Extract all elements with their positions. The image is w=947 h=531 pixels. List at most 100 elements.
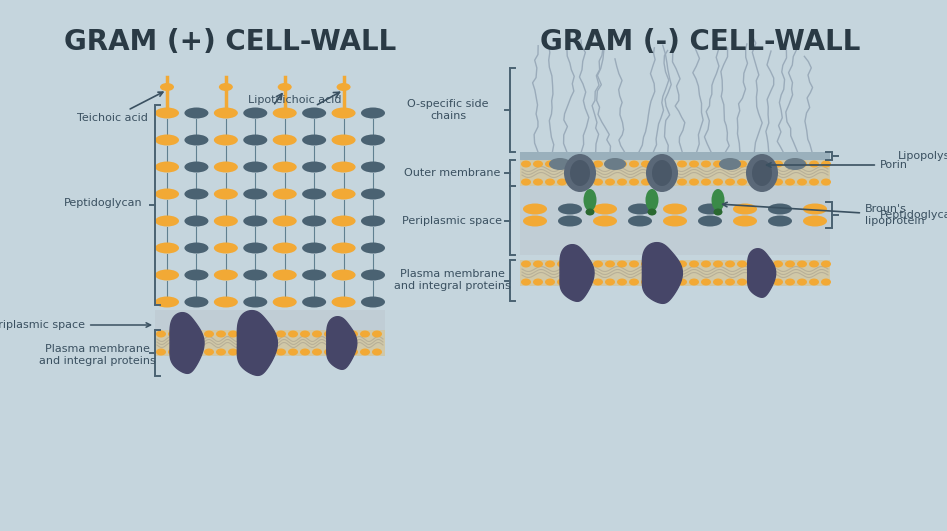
Ellipse shape (155, 243, 179, 253)
Ellipse shape (646, 154, 678, 192)
Ellipse shape (372, 348, 382, 355)
Ellipse shape (361, 243, 385, 253)
Ellipse shape (185, 189, 208, 200)
Ellipse shape (214, 243, 238, 253)
Ellipse shape (168, 348, 178, 355)
Ellipse shape (240, 348, 250, 355)
Ellipse shape (719, 158, 741, 170)
Ellipse shape (557, 160, 567, 167)
Ellipse shape (557, 278, 567, 286)
Ellipse shape (768, 216, 792, 227)
Ellipse shape (214, 134, 238, 145)
Ellipse shape (324, 348, 334, 355)
Ellipse shape (768, 203, 792, 215)
Ellipse shape (689, 278, 699, 286)
Ellipse shape (593, 216, 617, 227)
Ellipse shape (761, 178, 771, 185)
Ellipse shape (797, 178, 807, 185)
Ellipse shape (737, 278, 747, 286)
Ellipse shape (156, 330, 166, 338)
Ellipse shape (773, 160, 783, 167)
Ellipse shape (155, 189, 179, 200)
Ellipse shape (713, 178, 723, 185)
Ellipse shape (273, 216, 296, 227)
Ellipse shape (725, 178, 735, 185)
Ellipse shape (617, 261, 627, 268)
Ellipse shape (549, 158, 571, 170)
Ellipse shape (677, 160, 687, 167)
Ellipse shape (331, 134, 355, 145)
Ellipse shape (593, 160, 603, 167)
Ellipse shape (581, 261, 591, 268)
Ellipse shape (809, 160, 819, 167)
Ellipse shape (653, 160, 663, 167)
Ellipse shape (648, 209, 656, 216)
Ellipse shape (698, 203, 722, 215)
Ellipse shape (288, 330, 298, 338)
Ellipse shape (243, 134, 267, 145)
Ellipse shape (533, 261, 543, 268)
Ellipse shape (273, 243, 296, 253)
Ellipse shape (663, 203, 687, 215)
Ellipse shape (785, 160, 795, 167)
Ellipse shape (641, 261, 651, 268)
Ellipse shape (273, 134, 296, 145)
Ellipse shape (821, 261, 831, 268)
Ellipse shape (585, 209, 595, 216)
Ellipse shape (761, 278, 771, 286)
Ellipse shape (617, 278, 627, 286)
Ellipse shape (185, 107, 208, 118)
Text: Plasma membrane
and integral proteins: Plasma membrane and integral proteins (39, 344, 155, 366)
Ellipse shape (713, 209, 723, 216)
Ellipse shape (155, 134, 179, 145)
Ellipse shape (785, 261, 795, 268)
Ellipse shape (185, 270, 208, 280)
Ellipse shape (155, 107, 179, 118)
Ellipse shape (336, 330, 346, 338)
Ellipse shape (243, 161, 267, 173)
Text: Broun's
lipoprotein: Broun's lipoprotein (723, 202, 924, 226)
Text: Peptidoglycan: Peptidoglycan (880, 210, 947, 220)
Polygon shape (327, 316, 357, 370)
Ellipse shape (252, 348, 262, 355)
Ellipse shape (348, 330, 358, 338)
Ellipse shape (665, 160, 675, 167)
Ellipse shape (784, 158, 806, 170)
Ellipse shape (569, 160, 579, 167)
Ellipse shape (604, 158, 626, 170)
Ellipse shape (185, 134, 208, 145)
FancyBboxPatch shape (520, 152, 830, 160)
Ellipse shape (809, 178, 819, 185)
Ellipse shape (569, 261, 579, 268)
FancyBboxPatch shape (155, 330, 385, 356)
Ellipse shape (593, 261, 603, 268)
Ellipse shape (593, 203, 617, 215)
Ellipse shape (593, 178, 603, 185)
Ellipse shape (264, 348, 274, 355)
Ellipse shape (521, 160, 531, 167)
Ellipse shape (243, 243, 267, 253)
Ellipse shape (204, 330, 214, 338)
Ellipse shape (214, 270, 238, 280)
Ellipse shape (277, 83, 292, 91)
Ellipse shape (557, 261, 567, 268)
Ellipse shape (240, 330, 250, 338)
Ellipse shape (749, 160, 759, 167)
Ellipse shape (273, 189, 296, 200)
Polygon shape (642, 243, 683, 303)
Ellipse shape (180, 348, 190, 355)
Text: Peptidoglycan: Peptidoglycan (63, 198, 142, 208)
Ellipse shape (617, 178, 627, 185)
Ellipse shape (570, 160, 590, 186)
Polygon shape (747, 249, 776, 297)
Ellipse shape (302, 161, 326, 173)
Text: GRAM (-) CELL-WALL: GRAM (-) CELL-WALL (540, 28, 860, 56)
Ellipse shape (698, 216, 722, 227)
Ellipse shape (677, 278, 687, 286)
Ellipse shape (629, 261, 639, 268)
Ellipse shape (557, 178, 567, 185)
Ellipse shape (214, 161, 238, 173)
Ellipse shape (581, 278, 591, 286)
Ellipse shape (533, 160, 543, 167)
Ellipse shape (300, 348, 310, 355)
